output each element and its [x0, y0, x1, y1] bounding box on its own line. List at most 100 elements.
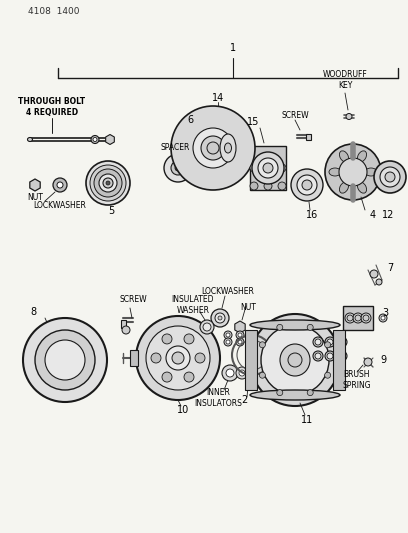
Circle shape [53, 178, 67, 192]
Text: NUT: NUT [240, 303, 256, 312]
Circle shape [106, 181, 110, 185]
Text: 8: 8 [30, 307, 36, 317]
Circle shape [164, 154, 192, 182]
Circle shape [374, 161, 406, 193]
Text: SPACER: SPACER [160, 143, 190, 152]
Text: 4108  1400: 4108 1400 [28, 6, 80, 15]
Circle shape [315, 339, 321, 345]
Ellipse shape [224, 143, 231, 153]
Circle shape [200, 320, 214, 334]
Circle shape [315, 353, 321, 359]
Text: 16: 16 [306, 210, 318, 220]
Circle shape [224, 331, 232, 339]
Circle shape [122, 326, 130, 334]
Text: 7: 7 [387, 263, 393, 273]
Ellipse shape [339, 182, 348, 193]
Circle shape [252, 152, 284, 184]
Bar [306, 134, 311, 140]
Circle shape [226, 369, 234, 377]
Circle shape [385, 172, 395, 182]
Ellipse shape [365, 168, 377, 176]
Text: 9: 9 [380, 355, 386, 365]
Text: 2: 2 [241, 395, 247, 405]
Circle shape [218, 316, 222, 320]
Circle shape [259, 372, 265, 378]
Circle shape [307, 390, 313, 395]
Circle shape [146, 326, 210, 390]
Ellipse shape [213, 124, 243, 172]
Circle shape [327, 339, 333, 345]
Circle shape [207, 142, 219, 154]
Circle shape [45, 340, 85, 380]
Text: THROUGH BOLT
4 REQUIRED: THROUGH BOLT 4 REQUIRED [18, 98, 86, 117]
Circle shape [238, 333, 242, 337]
Circle shape [325, 144, 381, 200]
Circle shape [264, 164, 272, 172]
Circle shape [313, 351, 323, 361]
Circle shape [278, 164, 286, 172]
Ellipse shape [357, 182, 366, 193]
Circle shape [250, 182, 258, 190]
Circle shape [263, 163, 273, 173]
Bar [245, 330, 257, 390]
Text: 12: 12 [382, 210, 394, 220]
Circle shape [171, 161, 185, 175]
Circle shape [90, 165, 126, 201]
Circle shape [239, 370, 245, 376]
Text: WOODRUFF
KEY: WOODRUFF KEY [323, 70, 367, 90]
Bar [343, 306, 373, 330]
Polygon shape [30, 179, 40, 191]
Circle shape [355, 315, 361, 321]
Text: INSULATED
WASHER: INSULATED WASHER [172, 295, 214, 314]
Circle shape [353, 313, 363, 323]
Text: 1: 1 [230, 43, 236, 53]
Circle shape [184, 334, 194, 344]
Circle shape [264, 182, 272, 190]
Circle shape [379, 314, 387, 322]
Circle shape [363, 315, 369, 321]
Ellipse shape [339, 151, 348, 162]
Circle shape [277, 325, 283, 330]
Circle shape [171, 106, 255, 190]
Ellipse shape [261, 325, 329, 395]
Circle shape [339, 353, 345, 359]
Ellipse shape [329, 168, 341, 176]
Circle shape [193, 128, 233, 168]
Circle shape [346, 114, 352, 119]
Circle shape [327, 353, 333, 359]
Text: LOCKWASHER: LOCKWASHER [202, 287, 255, 296]
Circle shape [364, 358, 372, 366]
Circle shape [291, 169, 323, 201]
Text: 11: 11 [301, 415, 313, 425]
Circle shape [162, 372, 172, 382]
Text: 3: 3 [382, 308, 388, 318]
Circle shape [381, 316, 385, 320]
Circle shape [307, 325, 313, 330]
Ellipse shape [250, 320, 340, 330]
Text: SCREW: SCREW [281, 110, 309, 119]
Circle shape [94, 169, 122, 197]
Text: 15: 15 [247, 117, 259, 127]
Circle shape [35, 330, 95, 390]
Text: LOCKWASHER: LOCKWASHER [33, 200, 86, 209]
Circle shape [238, 340, 242, 344]
Circle shape [166, 346, 190, 370]
Circle shape [380, 167, 400, 187]
Circle shape [203, 323, 211, 331]
Circle shape [23, 318, 107, 402]
Text: 5: 5 [108, 206, 114, 216]
Circle shape [211, 309, 229, 327]
Circle shape [86, 161, 130, 205]
Text: 6: 6 [187, 115, 193, 125]
Circle shape [325, 372, 330, 378]
Bar [130, 350, 138, 366]
Polygon shape [106, 134, 114, 144]
Circle shape [226, 340, 230, 344]
Circle shape [259, 342, 265, 348]
Circle shape [236, 338, 244, 346]
Circle shape [361, 313, 371, 323]
Circle shape [175, 165, 181, 171]
Circle shape [278, 182, 286, 190]
Text: 14: 14 [212, 93, 224, 103]
Circle shape [277, 390, 283, 395]
